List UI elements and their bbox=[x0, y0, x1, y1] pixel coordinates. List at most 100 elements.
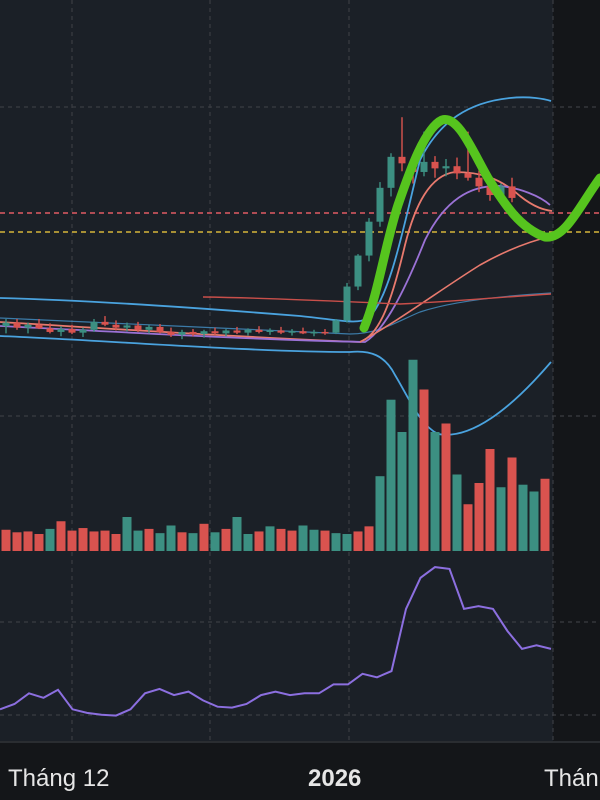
volume-bar bbox=[177, 532, 187, 551]
candle-body bbox=[2, 322, 10, 327]
volume-bar bbox=[419, 389, 429, 551]
candle-body bbox=[90, 321, 98, 330]
x-tick-label-thang-12: Tháng 12 bbox=[8, 765, 109, 792]
volume-bar bbox=[1, 529, 11, 551]
volume-bar bbox=[430, 432, 440, 551]
candle-body bbox=[431, 161, 439, 169]
volume-bar bbox=[210, 532, 220, 551]
candle-body bbox=[222, 330, 230, 334]
x-tick-label-thang: Thán bbox=[544, 765, 599, 792]
volume-bar bbox=[386, 399, 396, 551]
volume-bar bbox=[408, 359, 418, 551]
volume-bar bbox=[463, 504, 473, 551]
volume-bar bbox=[342, 534, 352, 551]
candle-body bbox=[343, 286, 351, 321]
candle-body bbox=[233, 330, 241, 333]
volume-bar bbox=[188, 533, 198, 551]
volume-bar bbox=[199, 523, 209, 551]
highlight-stroke bbox=[359, 115, 600, 333]
candle-body bbox=[365, 221, 373, 256]
volume-bar bbox=[111, 534, 121, 551]
mid-band bbox=[0, 292, 552, 335]
indicator-line bbox=[0, 566, 552, 717]
volume-bar bbox=[529, 491, 539, 551]
volume-bar bbox=[133, 530, 143, 551]
volume-bar bbox=[309, 529, 319, 551]
candle-body bbox=[321, 331, 329, 334]
candle-body bbox=[24, 324, 32, 328]
ma-mid bbox=[0, 185, 551, 343]
volume-bar bbox=[78, 528, 88, 551]
candle-body bbox=[101, 321, 109, 325]
candle-body bbox=[453, 166, 461, 174]
volume-bar bbox=[364, 526, 374, 551]
candle-body bbox=[189, 331, 197, 335]
candle-body bbox=[200, 331, 208, 335]
upper-band bbox=[0, 96, 552, 323]
volume-bar bbox=[540, 478, 550, 551]
candle-body bbox=[244, 329, 252, 333]
volume-bar bbox=[276, 528, 286, 551]
volume-bars bbox=[1, 359, 550, 551]
highlight-squiggle bbox=[359, 115, 600, 333]
volume-bar bbox=[232, 517, 242, 551]
bollinger-bands bbox=[0, 96, 552, 436]
candle-body bbox=[266, 330, 274, 332]
volume-bar bbox=[320, 530, 330, 551]
volume-bar bbox=[34, 534, 44, 551]
volume-bar bbox=[375, 476, 385, 551]
volume-bar bbox=[144, 528, 154, 551]
volume-bar bbox=[353, 531, 363, 551]
candle-body bbox=[35, 324, 43, 329]
candle-body bbox=[46, 328, 54, 332]
indicator-series bbox=[0, 566, 552, 717]
candle-body bbox=[376, 187, 384, 222]
candle-body bbox=[79, 329, 87, 333]
lower-band bbox=[0, 335, 552, 436]
candle-body bbox=[123, 325, 131, 328]
candle-body bbox=[255, 329, 263, 332]
volume-bar bbox=[331, 533, 341, 551]
volume-bar bbox=[100, 530, 110, 551]
candle-body bbox=[156, 326, 164, 332]
candle-body bbox=[13, 322, 21, 328]
candle-body bbox=[442, 166, 450, 169]
volume-bar bbox=[474, 483, 484, 551]
candle-body bbox=[68, 329, 76, 333]
volume-bar bbox=[507, 457, 517, 551]
candle-body bbox=[112, 324, 120, 328]
volume-bar bbox=[441, 423, 451, 551]
volume-bar bbox=[89, 531, 99, 551]
candle-body bbox=[354, 255, 362, 287]
volume-bar bbox=[45, 528, 55, 551]
volume-bar bbox=[56, 521, 66, 551]
volume-bar bbox=[298, 525, 308, 551]
candle-body bbox=[277, 330, 285, 333]
candle-body bbox=[134, 325, 142, 330]
candlesticks bbox=[2, 117, 516, 340]
candle-body bbox=[464, 173, 472, 178]
volume-bar bbox=[67, 530, 77, 551]
volume-bar bbox=[518, 484, 528, 551]
volume-bar bbox=[496, 487, 506, 551]
candle-body bbox=[387, 156, 395, 188]
volume-bar bbox=[166, 525, 176, 551]
candle-body bbox=[288, 331, 296, 333]
x-tick-label-2026: 2026 bbox=[308, 765, 361, 792]
candle-body bbox=[299, 331, 307, 334]
ma-long-rising bbox=[359, 235, 553, 343]
volume-bar bbox=[397, 432, 407, 551]
candle-body bbox=[398, 156, 406, 164]
volume-bar bbox=[254, 531, 264, 551]
candle-body bbox=[475, 177, 483, 187]
candle-body bbox=[211, 331, 219, 334]
candle-body bbox=[178, 331, 186, 335]
volume-bar bbox=[122, 517, 132, 551]
candle-body bbox=[57, 329, 65, 332]
candle-body bbox=[486, 186, 494, 196]
volume-bar bbox=[265, 526, 275, 551]
plot-shade bbox=[0, 0, 553, 742]
candle-body bbox=[167, 331, 175, 335]
volume-bar bbox=[23, 531, 33, 551]
